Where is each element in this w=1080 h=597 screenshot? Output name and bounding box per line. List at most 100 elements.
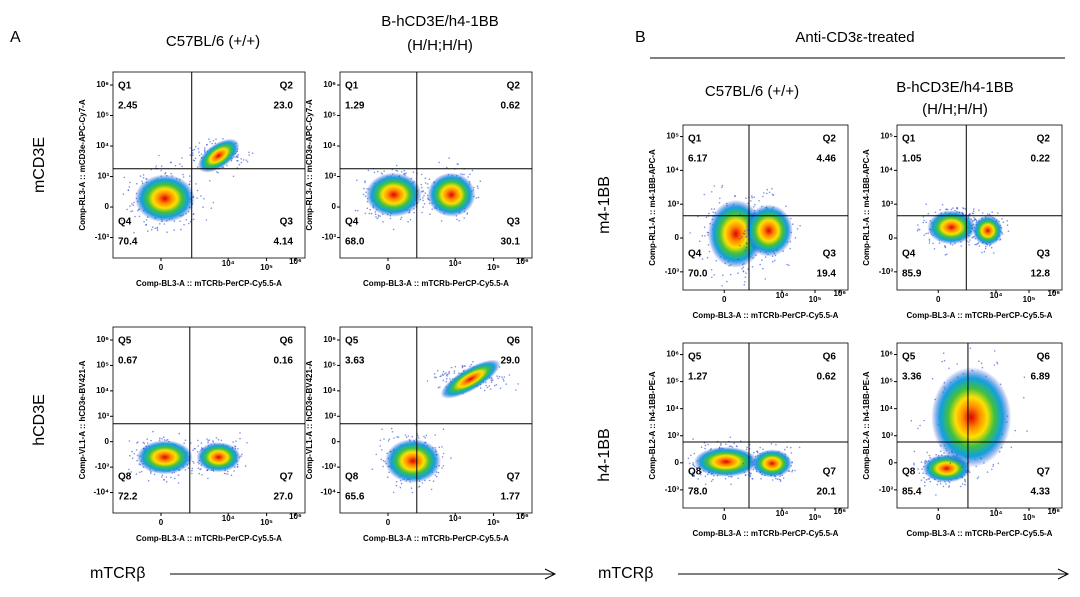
- event-dot: [733, 442, 735, 445]
- quadrant-name: Q6: [507, 336, 521, 347]
- event-dot: [428, 178, 431, 181]
- event-dot: [939, 483, 942, 485]
- event-dot: [984, 247, 987, 250]
- event-dot: [142, 441, 144, 444]
- event-dot: [771, 479, 774, 481]
- event-dot: [799, 225, 801, 227]
- event-dot: [759, 263, 761, 266]
- event-dot: [692, 475, 694, 478]
- event-dot: [976, 477, 979, 480]
- event-dot: [208, 138, 210, 140]
- event-dot: [405, 436, 408, 439]
- event-dot: [122, 193, 125, 195]
- event-dot: [193, 148, 196, 151]
- event-dot: [375, 453, 378, 456]
- quadrant-value: 1.77: [501, 492, 521, 503]
- event-dot: [437, 386, 440, 389]
- event-dot: [751, 197, 753, 199]
- event-dot: [982, 212, 984, 214]
- event-dot: [420, 183, 423, 186]
- event-dot: [745, 197, 747, 199]
- event-dot: [151, 226, 154, 228]
- event-dot: [921, 468, 923, 470]
- event-dot: [692, 462, 694, 464]
- quadrant-name: Q1: [688, 134, 702, 145]
- event-dot: [690, 454, 692, 457]
- event-dot: [927, 232, 929, 234]
- event-dot: [719, 197, 721, 200]
- y-tick-label: 10⁶: [666, 350, 679, 359]
- plot: Q5 3.36 Q6 6.89 Q7 4.33 Q8 85.4 10⁶ 10⁵ 10⁴ 10³ 0 -10…: [862, 342, 1063, 538]
- quadrant-name: Q4: [345, 217, 359, 228]
- event-dot: [438, 161, 441, 164]
- event-dot: [126, 208, 128, 211]
- event-dot: [920, 479, 923, 482]
- event-dot: [146, 442, 149, 444]
- event-dot: [489, 388, 492, 390]
- x-axis-label: Comp-BL3-A :: mTCRb-PerCP-Cy5.5-A: [363, 534, 509, 543]
- event-dot: [424, 177, 427, 179]
- y-tick-label: 10³: [324, 411, 336, 420]
- event-dot: [469, 173, 471, 175]
- event-dot: [720, 442, 722, 445]
- quadrant-value: 6.89: [1031, 372, 1051, 383]
- x-tick-label: 10⁵: [809, 295, 822, 304]
- event-dot: [761, 259, 763, 261]
- event-dot: [454, 365, 457, 368]
- event-dot: [131, 450, 133, 453]
- quadrant-name: Q6: [280, 336, 294, 347]
- y-tick-label: 0: [332, 437, 337, 446]
- event-dot: [766, 192, 768, 195]
- event-dot: [141, 180, 143, 183]
- x-tick-label: 10⁶: [516, 257, 529, 266]
- event-dot: [189, 180, 191, 183]
- event-dot: [697, 478, 699, 480]
- event-dot: [997, 212, 999, 214]
- event-dot: [738, 237, 741, 240]
- column-header: (H/H;H/H): [407, 37, 473, 54]
- event-dot: [392, 228, 395, 231]
- event-dot: [192, 154, 194, 156]
- x-tick-label: 10⁵: [809, 513, 822, 522]
- density-blob: [197, 138, 240, 173]
- event-dot: [170, 172, 172, 175]
- event-dot: [744, 281, 746, 283]
- quadrant-name: Q6: [823, 352, 837, 363]
- quadrant-name: Q4: [902, 249, 916, 260]
- event-dot: [997, 462, 1000, 465]
- x-tick-label: 10⁴: [776, 509, 789, 518]
- event-dot: [936, 483, 939, 486]
- event-dot: [396, 170, 399, 172]
- event-dot: [418, 485, 421, 488]
- event-dot: [181, 165, 183, 168]
- event-dot: [786, 263, 788, 266]
- event-dot: [786, 446, 788, 448]
- y-tick-label: 10⁵: [880, 377, 893, 386]
- event-dot: [980, 362, 983, 365]
- event-dot: [923, 419, 925, 422]
- event-dot: [775, 443, 777, 446]
- event-dot: [181, 157, 183, 159]
- event-dot: [742, 232, 745, 235]
- event-dot: [935, 494, 937, 496]
- event-dot: [131, 457, 134, 460]
- event-dot: [698, 240, 701, 242]
- event-dot: [700, 446, 703, 449]
- event-dot: [240, 158, 242, 160]
- event-dot: [423, 435, 425, 438]
- event-dot: [941, 203, 944, 206]
- y-tick-label: 10⁴: [96, 386, 109, 395]
- event-dot: [396, 436, 398, 438]
- event-dot: [992, 463, 995, 466]
- event-dot: [760, 477, 762, 480]
- row-label: m4-1BB: [596, 176, 613, 234]
- event-dot: [433, 373, 436, 375]
- y-axis-label: Comp-RL1-A :: m4-1BB-APC-A: [648, 149, 657, 266]
- event-dot: [466, 213, 468, 215]
- event-dot: [166, 231, 168, 233]
- event-dot: [689, 232, 691, 234]
- x-tick-label: 10⁶: [289, 512, 302, 521]
- x-tick-label: 10⁴: [449, 514, 462, 523]
- event-dot: [180, 228, 182, 231]
- event-dot: [745, 242, 748, 244]
